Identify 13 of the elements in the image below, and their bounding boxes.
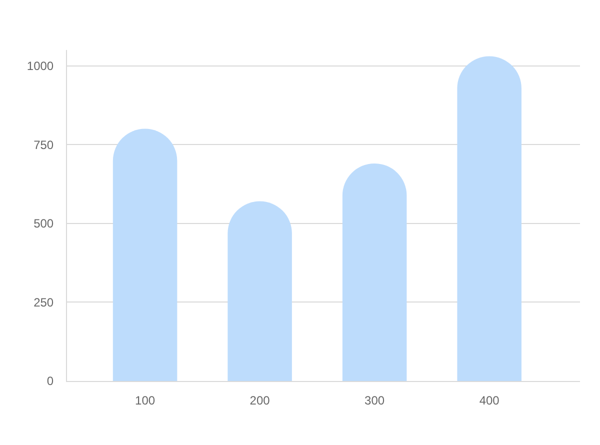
- x-tick-label: 400: [479, 393, 500, 408]
- x-tick-label: 100: [135, 393, 156, 408]
- y-tick-label: 1000: [26, 58, 54, 73]
- bar: [228, 201, 292, 381]
- y-tick-label: 750: [34, 138, 54, 152]
- y-tick-label: 500: [34, 216, 54, 231]
- y-tick-label: 250: [34, 295, 54, 310]
- y-tick-label: 0: [46, 374, 54, 388]
- bar: [112, 128, 178, 381]
- bar: [342, 163, 407, 381]
- x-tick-label: 200: [250, 393, 270, 408]
- x-tick-label: 300: [364, 393, 385, 408]
- bar: [457, 56, 522, 381]
